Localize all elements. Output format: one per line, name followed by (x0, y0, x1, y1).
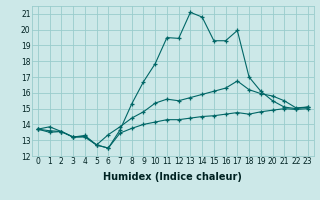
X-axis label: Humidex (Indice chaleur): Humidex (Indice chaleur) (103, 172, 242, 182)
